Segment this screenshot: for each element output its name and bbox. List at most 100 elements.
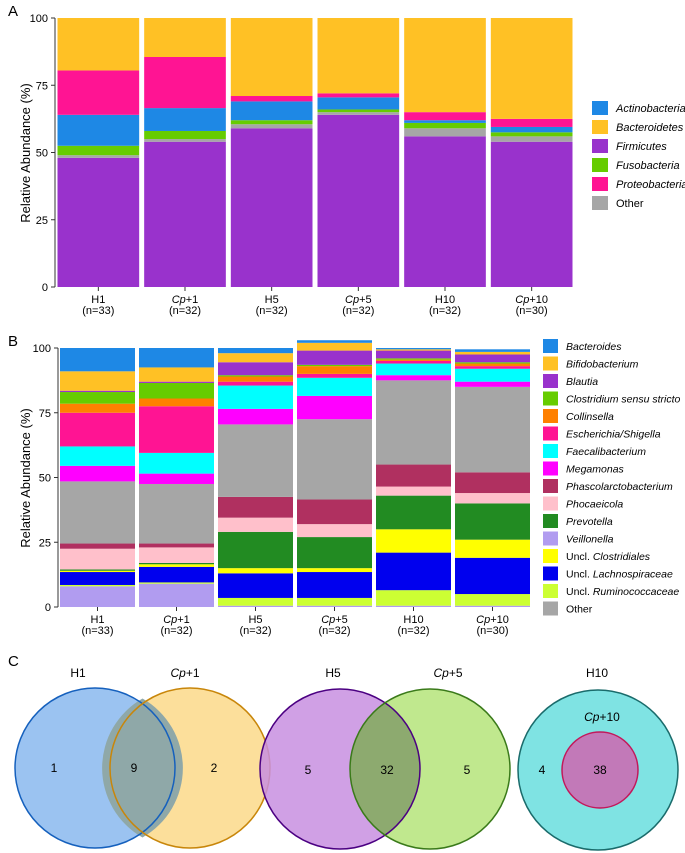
chartB-bar-1-seg-12 xyxy=(139,382,214,399)
chartB-bar-2-seg-2 xyxy=(218,573,293,598)
chartA-xtick-suffix-1: +1 xyxy=(186,294,199,306)
chartA-legend-swatch-4 xyxy=(592,177,608,191)
chartB-legend-pre-14: Uncl. xyxy=(566,586,593,598)
chartA-legend-label-5: Other xyxy=(616,198,644,210)
chartB-bar-5-seg-10 xyxy=(455,366,530,369)
chartA-bar-5-seg-0 xyxy=(490,141,573,287)
chartB-legend-swatch-8 xyxy=(543,479,558,493)
chartB-legend-label-11: Veillonella xyxy=(566,534,614,546)
chartB-bar-4-seg-5 xyxy=(376,486,451,496)
chartB-bar-1-seg-15 xyxy=(139,348,214,368)
chartA-ytick-4: 100 xyxy=(30,13,48,25)
chartB-bar-2-seg-5 xyxy=(218,517,293,532)
chartB-bar-3-seg-14 xyxy=(297,342,372,351)
chartB-legend-pre-13: Uncl. xyxy=(566,569,593,581)
chartA-ytick-3: 75 xyxy=(36,80,48,92)
chartB-bar-1-seg-9 xyxy=(139,452,214,474)
chartB-bar-0-seg-12 xyxy=(60,392,135,404)
chartB-bar-0-seg-8 xyxy=(60,465,135,482)
chartB-bar-2-seg-9 xyxy=(218,385,293,409)
chartB-legend-swatch-12 xyxy=(543,549,558,563)
chartA-bar-5-seg-5 xyxy=(490,18,573,119)
chartB-bar-2-seg-11 xyxy=(218,376,293,382)
chartA-bar-5-seg-3 xyxy=(490,126,573,133)
chartA-bar-1-seg-3 xyxy=(144,108,226,131)
chartB-bar-1-seg-3 xyxy=(139,564,214,567)
chartA-bar-0-seg-1 xyxy=(57,155,140,158)
chartB-bar-5-seg-7 xyxy=(455,386,530,473)
chartB-bar-1-seg-1 xyxy=(139,582,214,584)
chartB-legend-label-5: Escherichia/Shigella xyxy=(566,429,661,441)
chartB-legend-label-4: Collinsella xyxy=(566,411,614,423)
chartB-bar-5-seg-5 xyxy=(455,493,530,504)
chartA-xtick-prefix-5: Cp xyxy=(515,294,529,306)
chartB-xtick-prefix-3: Cp xyxy=(321,614,335,626)
chartA-xtick-suffix-3: +5 xyxy=(359,294,372,306)
chartA-bar-3-seg-4 xyxy=(317,93,400,98)
chartB-legend-pre-15: Other xyxy=(566,604,593,616)
chartA-bar-0-seg-0 xyxy=(57,157,140,287)
chartB-bar-5-seg-0 xyxy=(455,605,530,607)
chartA-bar-4-seg-0 xyxy=(404,136,486,287)
chartB-legend-swatch-0 xyxy=(543,339,558,353)
chartB-legend-swatch-6 xyxy=(543,444,558,458)
chartB-legend-it-1: Bifidobacterium xyxy=(566,359,639,371)
chartB-legend-label-7: Megamonas xyxy=(566,464,625,476)
chartB-bar-3-seg-2 xyxy=(297,572,372,598)
chartB-xtick-0: H1 xyxy=(90,614,104,626)
venn1-right-count: 2 xyxy=(211,761,218,775)
chartB-bar-3-seg-13 xyxy=(297,350,372,365)
chartB-xtick-4: H10 xyxy=(403,614,423,626)
chartA-bar-3-seg-2 xyxy=(317,109,400,113)
chartB-bar-5-seg-4 xyxy=(455,503,530,540)
chartB-bar-4-seg-3 xyxy=(376,529,451,553)
chartB-bar-5-seg-14 xyxy=(455,351,530,355)
chartB-legend-it-12: Clostridiales xyxy=(593,551,651,563)
chartA-bar-0-seg-2 xyxy=(57,145,140,156)
chartA-bar-4-seg-1 xyxy=(404,128,486,137)
chartB-bar-5-seg-2 xyxy=(455,557,530,595)
chartB-bar-4-seg-14 xyxy=(376,349,451,351)
chartA-bar-4-seg-5 xyxy=(404,18,486,113)
chartB-legend-pre-12: Uncl. xyxy=(566,551,593,563)
chartA-bar-5-seg-4 xyxy=(490,118,573,127)
chartB-xtick-n-0: (n=33) xyxy=(81,625,113,637)
venn2-right-suffix: +5 xyxy=(449,666,463,680)
chartB-bar-1-seg-7 xyxy=(139,483,214,544)
venn3-outer-label: H10 xyxy=(586,666,608,680)
chartB-bar-5-seg-13 xyxy=(455,354,530,363)
chartA-bar-2-seg-3 xyxy=(230,101,313,121)
chartB-legend-swatch-15 xyxy=(543,601,558,616)
chartB-bar-5-seg-6 xyxy=(455,472,530,494)
chartB-legend-swatch-10 xyxy=(543,514,558,528)
venn2-overlap xyxy=(350,702,420,836)
chartB-bar-3-seg-6 xyxy=(297,499,372,525)
chartA-bar-0-seg-5 xyxy=(57,18,140,71)
chart-b: Relative Abundance (%) H1(n=33)Cp+1(n=32… xyxy=(18,339,681,637)
chartB-legend-it-14: Ruminococcaceae xyxy=(593,586,680,598)
venn1-left-label: H1 xyxy=(70,666,86,680)
venn1-right-label: Cp+1 xyxy=(170,666,199,680)
chartB-bar-5-seg-1 xyxy=(455,594,530,606)
chartA-xtick-n-5: (n=30) xyxy=(516,305,548,317)
chartB-xtick-n-3: (n=32) xyxy=(318,625,350,637)
chartB-bar-2-seg-1 xyxy=(218,597,293,606)
chartA-xtick-0: H1 xyxy=(91,294,105,306)
chartB-legend-swatch-2 xyxy=(543,374,558,388)
chartB-xtick-prefix-5: Cp xyxy=(476,614,490,626)
chartB-bar-4-seg-2 xyxy=(376,552,451,591)
chartB-xtick-n-5: (n=30) xyxy=(476,625,508,637)
chartB-bar-4-seg-1 xyxy=(376,590,451,606)
chartA-xtick-3: Cp+5 xyxy=(345,294,372,306)
chartA-bar-1-seg-2 xyxy=(144,130,226,140)
chartB-legend-label-9: Phocaeicola xyxy=(566,499,623,511)
chartB-legend-it-8: Phascolarctobacterium xyxy=(566,481,673,493)
chartB-xtick-n-2: (n=32) xyxy=(239,625,271,637)
chartA-xtick-n-3: (n=32) xyxy=(342,305,374,317)
chartB-bar-2-seg-4 xyxy=(218,531,293,569)
chartB-bar-5-seg-11 xyxy=(455,363,530,367)
chartB-legend-it-3: Clostridium sensu stricto xyxy=(566,394,681,406)
chartB-bar-2-seg-12 xyxy=(218,375,293,377)
chartB-bar-2-seg-15 xyxy=(218,348,293,354)
chartA-bar-4-seg-2 xyxy=(404,122,486,129)
